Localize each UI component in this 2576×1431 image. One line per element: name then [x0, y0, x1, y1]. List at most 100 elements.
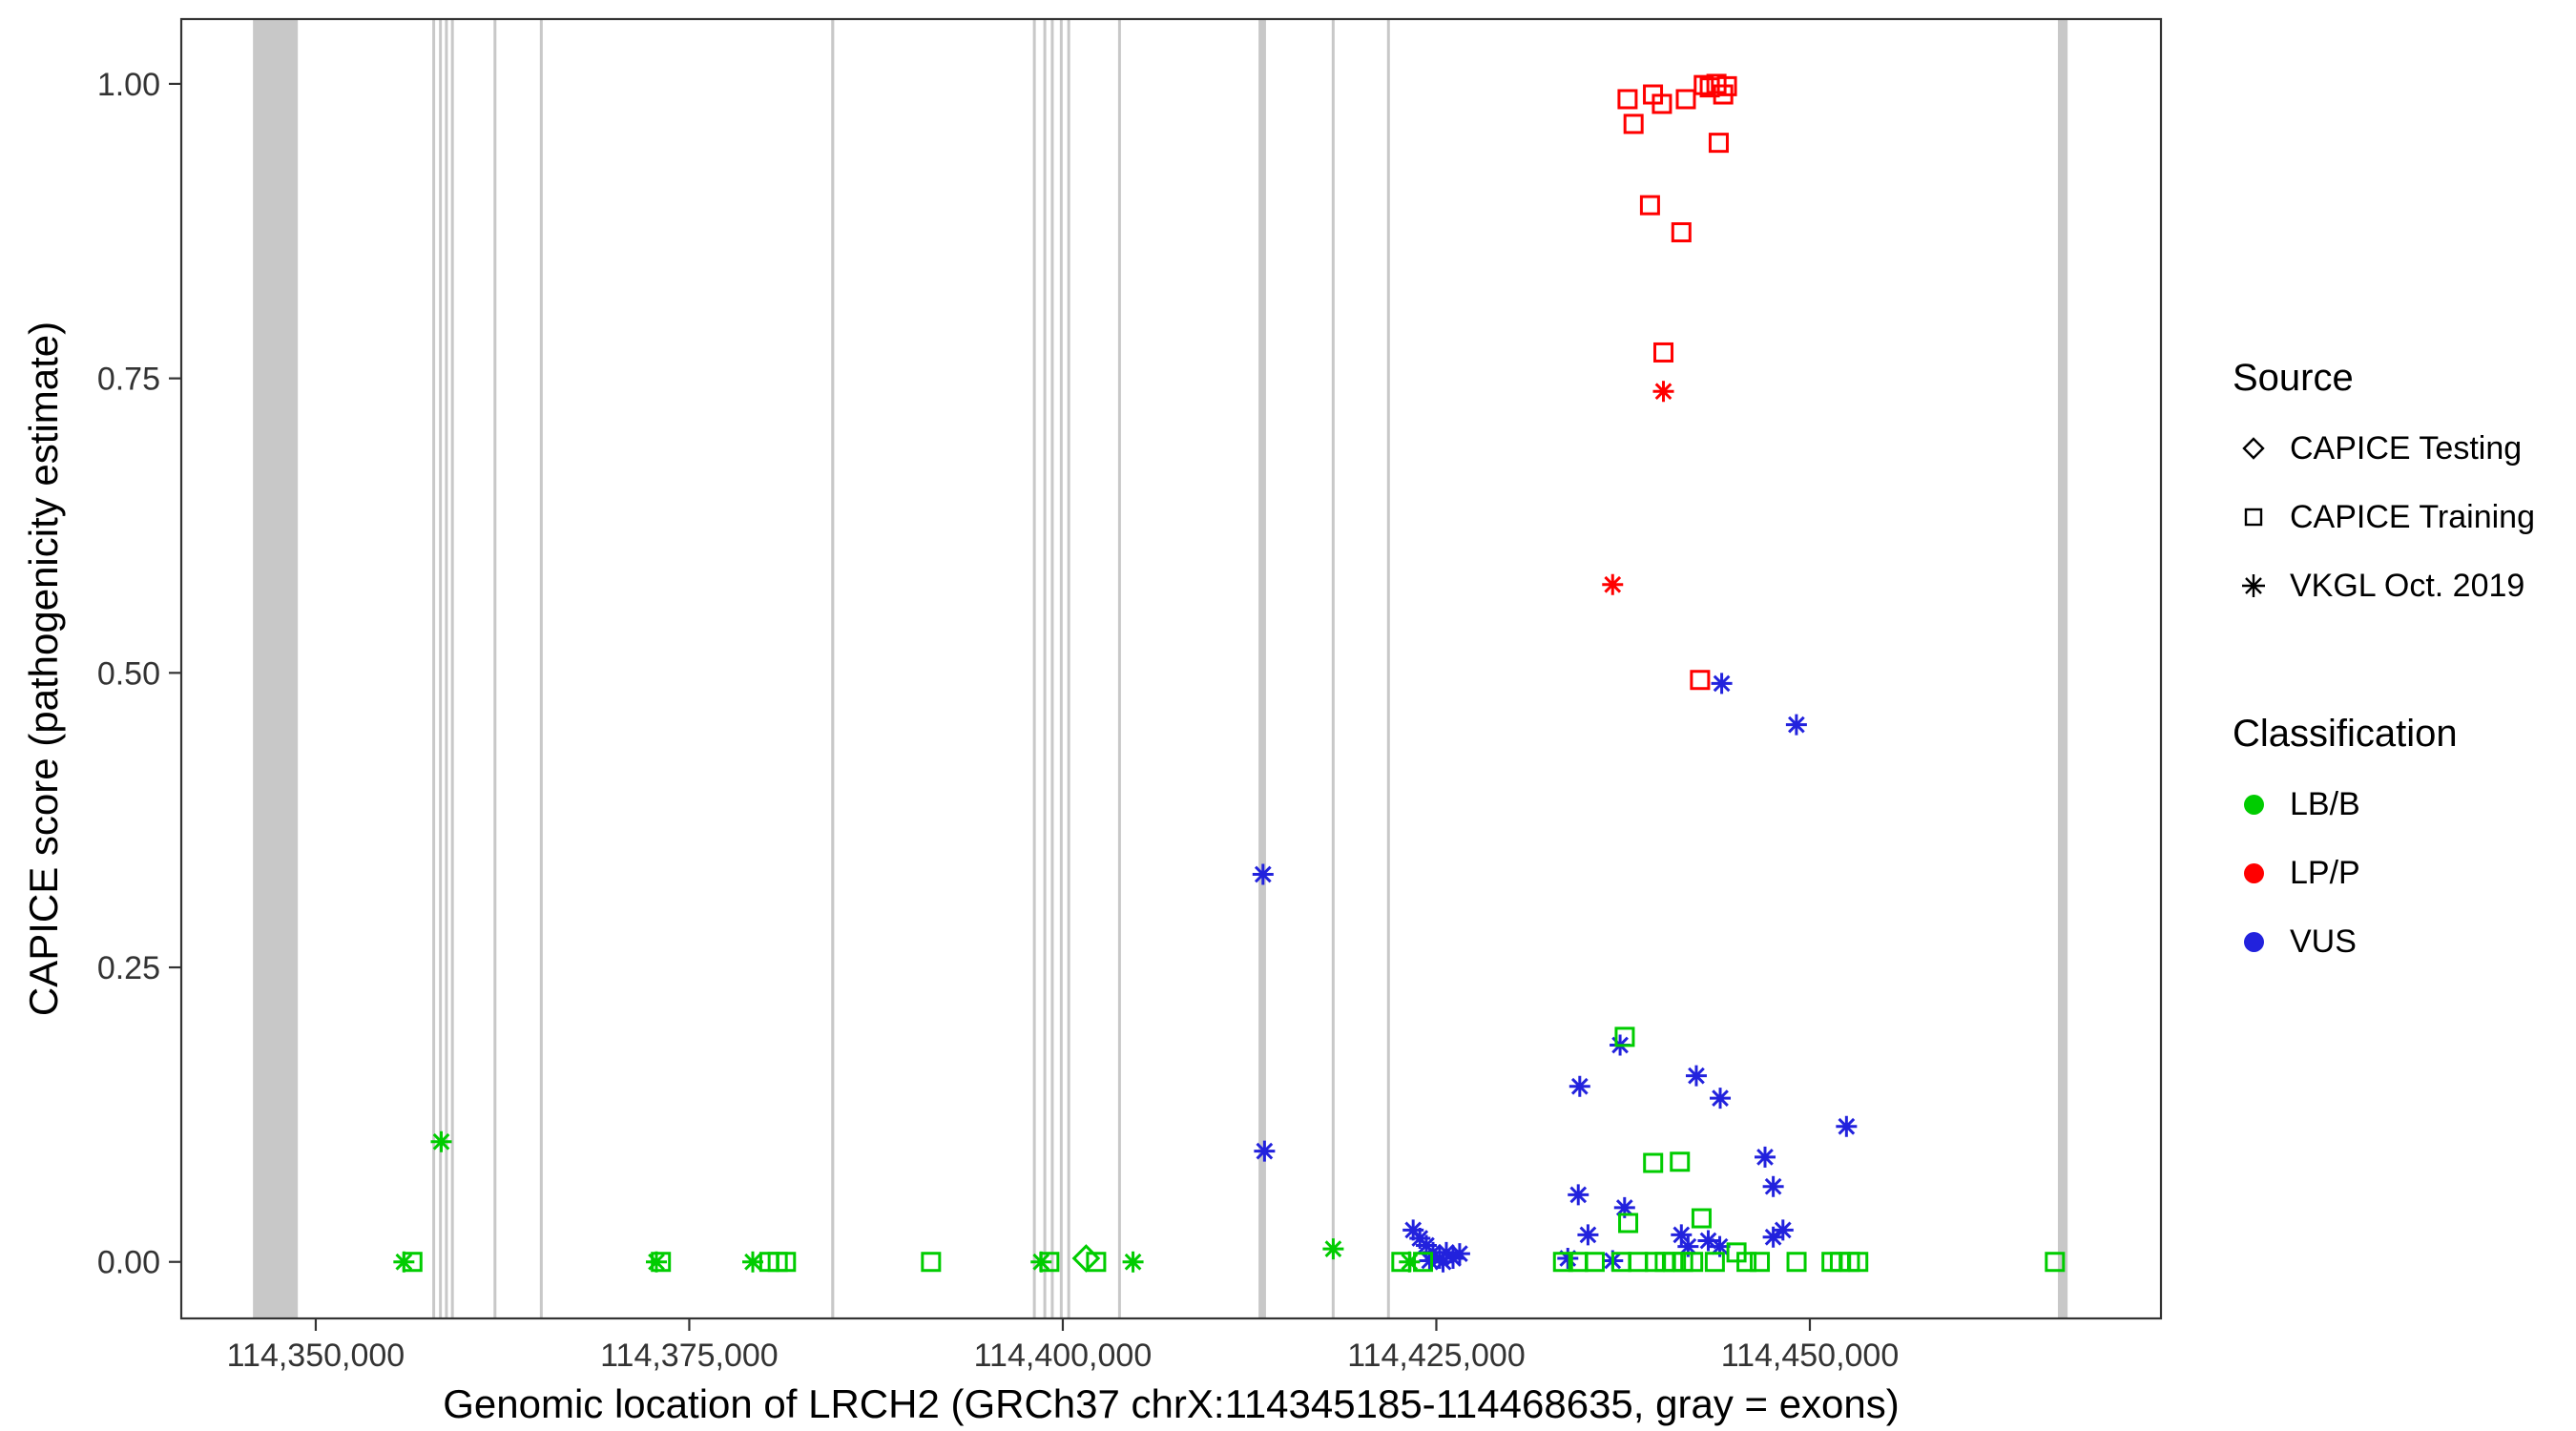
exon-bar — [439, 19, 443, 1318]
y-axis-title: CAPICE score (pathogenicity estimate) — [21, 321, 66, 1017]
data-point-square — [1086, 1252, 1107, 1273]
exon-bar — [1032, 19, 1036, 1318]
data-point-square — [1848, 1252, 1869, 1273]
x-tick-label: 114,425,000 — [1347, 1338, 1526, 1374]
data-point-asterisk — [742, 1251, 764, 1273]
data-point-square — [1704, 1252, 1725, 1273]
data-point-asterisk — [1652, 381, 1674, 403]
data-point-square — [1617, 89, 1638, 110]
data-point-asterisk — [1122, 1251, 1144, 1273]
data-point-asterisk — [430, 1130, 452, 1152]
exon-bar — [1059, 19, 1063, 1318]
data-point-asterisk — [1568, 1075, 1590, 1097]
panel-border — [179, 17, 2163, 1320]
legend-item-capice-testing: CAPICE Testing — [2233, 414, 2566, 483]
data-point-asterisk — [1671, 1224, 1693, 1246]
data-point-asterisk — [1557, 1248, 1579, 1270]
data-point-square — [1614, 1027, 1635, 1047]
exon-bar — [1258, 19, 1266, 1318]
legend-item-lbb: LB/B — [2233, 770, 2566, 839]
data-point-square — [1708, 133, 1729, 154]
data-point-asterisk — [1448, 1243, 1470, 1265]
data-point-asterisk — [1711, 673, 1733, 695]
data-point-square — [1675, 89, 1696, 110]
lbb-dot-icon — [2233, 794, 2275, 815]
data-point-square — [1623, 114, 1644, 135]
data-point-square — [1706, 73, 1727, 94]
legend-item-capice-training: CAPICE Training — [2233, 483, 2566, 551]
data-point-square — [1643, 1152, 1664, 1173]
data-point-square — [1690, 670, 1711, 691]
data-point-asterisk — [1402, 1219, 1424, 1241]
data-point-asterisk — [1785, 714, 1807, 736]
data-point-diamond — [1071, 1244, 1101, 1273]
data-point-asterisk — [1432, 1251, 1454, 1273]
y-tick-label: 0.50 — [97, 655, 160, 692]
exon-bar — [1050, 19, 1054, 1318]
diamond-icon — [2233, 436, 2275, 461]
exon-bar — [253, 19, 299, 1318]
data-point-square — [1750, 1252, 1771, 1273]
data-point-square — [1652, 93, 1672, 114]
x-tick-label: 114,350,000 — [227, 1338, 405, 1374]
data-point-asterisk — [1685, 1065, 1707, 1087]
data-point-square — [1413, 1252, 1434, 1273]
x-axis-title: Genomic location of LRCH2 (GRCh37 chrX:1… — [443, 1381, 1900, 1426]
data-point-square — [651, 1252, 672, 1273]
exon-bar — [445, 19, 448, 1318]
data-point-asterisk — [1322, 1238, 1344, 1260]
data-point-square — [1716, 75, 1737, 96]
data-point-square — [1039, 1252, 1060, 1273]
data-point-asterisk — [1755, 1146, 1776, 1168]
data-point-square — [1736, 1252, 1757, 1273]
data-point-asterisk — [1677, 1235, 1699, 1257]
data-point-asterisk — [1577, 1224, 1599, 1246]
data-point-square — [402, 1252, 423, 1273]
data-point-square — [1628, 1252, 1649, 1273]
data-point-square — [921, 1252, 942, 1273]
data-point-asterisk — [1772, 1219, 1794, 1241]
data-point-asterisk — [1762, 1175, 1784, 1197]
square-icon — [2233, 506, 2275, 529]
data-point-asterisk — [1602, 573, 1624, 595]
data-point-square — [1786, 1252, 1807, 1273]
data-point-square — [1693, 74, 1714, 95]
exon-bar — [450, 19, 454, 1318]
data-point-asterisk — [1697, 1230, 1719, 1252]
data-point-asterisk — [1836, 1115, 1858, 1137]
y-tick-label: 0.75 — [97, 362, 160, 398]
data-point-asterisk — [1568, 1184, 1589, 1206]
lpp-dot-icon — [2233, 862, 2275, 883]
data-point-asterisk — [1254, 1140, 1276, 1162]
asterisk-icon — [2233, 571, 2275, 600]
legend-item-label: VKGL Oct. 2019 — [2290, 567, 2525, 604]
legend-source-title: Source — [2233, 357, 2354, 399]
data-point-square — [1691, 1208, 1712, 1229]
data-point-square — [1683, 1252, 1704, 1273]
x-tick-label: 114,450,000 — [1721, 1338, 1900, 1374]
data-point-square — [1670, 1151, 1691, 1172]
legend-item-label: CAPICE Training — [2290, 498, 2535, 535]
data-point-square — [1639, 195, 1660, 216]
data-point-asterisk — [1709, 1235, 1731, 1257]
y-tick-label: 1.00 — [97, 67, 160, 103]
x-tick-label: 114,400,000 — [974, 1338, 1153, 1374]
data-point-square — [776, 1252, 797, 1273]
y-tick-label: 0.00 — [97, 1245, 160, 1281]
exon-bar — [1117, 19, 1121, 1318]
data-point-asterisk — [646, 1251, 667, 1273]
legend-item-lpp: LP/P — [2233, 839, 2566, 907]
data-point-square — [1671, 222, 1692, 243]
vus-dot-icon — [2233, 931, 2275, 952]
data-point-asterisk — [1613, 1196, 1635, 1218]
data-point-square — [2045, 1252, 2066, 1273]
data-point-square — [1391, 1252, 1412, 1273]
data-point-square — [1618, 1213, 1639, 1234]
exon-bar — [1043, 19, 1047, 1318]
y-tick-label: 0.25 — [97, 950, 160, 986]
exon-bar — [2057, 19, 2068, 1318]
data-point-square — [1584, 1252, 1605, 1273]
exon-bar — [432, 19, 436, 1318]
